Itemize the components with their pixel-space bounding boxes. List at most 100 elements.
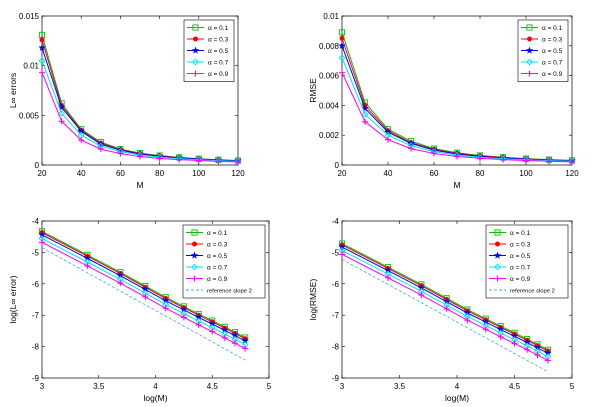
data-point	[97, 146, 104, 153]
data-point	[417, 283, 426, 292]
y-tick-label: 0.01	[323, 12, 339, 21]
y-tick-label: -7	[332, 311, 340, 320]
data-point	[215, 158, 222, 165]
data-point	[84, 262, 91, 269]
data-point	[408, 145, 414, 152]
legend-entry: α = 0.3	[187, 36, 229, 43]
y-tick-label: -8	[332, 343, 340, 352]
data-point	[338, 41, 346, 50]
data-point	[156, 155, 163, 162]
data-point	[38, 57, 46, 65]
legend-label: α = 0.3	[510, 241, 531, 248]
data-point	[195, 321, 202, 328]
legend-entry: α = 0.5	[187, 46, 229, 55]
y-tick-label: -4	[32, 217, 40, 226]
data-point	[338, 243, 346, 251]
y-axis-label: log(RMSE)	[308, 279, 318, 321]
data-point	[481, 318, 490, 326]
data-point	[339, 35, 345, 41]
y-tick-label: 0.004	[319, 101, 340, 110]
data-point	[39, 37, 45, 43]
plot-area-frame	[341, 15, 573, 166]
legend-marker	[493, 251, 502, 259]
legend-entry: reference slope 2	[186, 288, 252, 294]
legend-label: α = 0.5	[542, 48, 563, 55]
legend-label: α = 0.7	[207, 264, 228, 271]
y-tick-label: 0	[335, 161, 340, 170]
data-point	[117, 280, 124, 287]
x-axis-label: log(M)	[143, 393, 167, 403]
data-point	[339, 251, 345, 258]
chart-panel-1: 20 40 60 80 100 120 0 0.005 0.01 0.015 M L∞ errors α…	[8, 12, 245, 190]
legend-entry: α = 0.5	[521, 46, 563, 55]
data-point	[235, 158, 241, 165]
data-point	[58, 109, 66, 117]
data-point	[362, 118, 368, 125]
series-6	[41, 247, 246, 361]
y-tick-label: -7	[32, 311, 40, 320]
legend-marker	[193, 36, 199, 42]
data-point	[569, 158, 575, 165]
legend-label: α = 0.1	[207, 230, 228, 237]
data-point	[385, 274, 391, 281]
data-point	[137, 153, 143, 160]
data-point	[443, 305, 450, 312]
legend-label: α = 0.9	[510, 276, 531, 283]
data-point	[497, 333, 504, 340]
legend-marker	[191, 229, 198, 236]
x-tick-label: 4	[455, 382, 460, 391]
legend-label: α = 0.3	[208, 36, 229, 43]
legend-entry: α = 0.3	[186, 241, 228, 248]
y-tick-label: -5	[332, 248, 340, 257]
legend-marker	[191, 46, 200, 54]
data-point	[546, 158, 552, 165]
data-point	[39, 239, 45, 246]
legend-label: α = 0.7	[542, 59, 563, 66]
data-point	[544, 357, 551, 364]
data-point	[117, 150, 124, 157]
legend-marker	[494, 241, 500, 247]
x-tick-label: 20	[338, 169, 347, 178]
data-point	[338, 29, 346, 36]
data-point	[523, 338, 531, 346]
y-tick-label: 0.01	[23, 62, 39, 71]
series-5	[339, 69, 575, 165]
data-point	[221, 334, 228, 341]
x-tick-label: 4.5	[509, 382, 521, 391]
series-3	[338, 243, 552, 357]
legend-label: α = 0.5	[510, 253, 531, 260]
y-tick-label: -9	[32, 374, 40, 383]
series-3	[38, 230, 249, 345]
legend-entry: α = 0.1	[187, 24, 229, 32]
x-tick-label: 60	[116, 169, 125, 178]
data-point	[209, 328, 216, 335]
y-tick-label: 0.005	[19, 111, 40, 120]
data-point	[39, 69, 45, 76]
x-tick-label: 40	[384, 169, 393, 178]
y-tick-label: 0.002	[319, 131, 340, 140]
legend-label: reference slope 2	[510, 288, 555, 294]
legend-marker	[192, 58, 199, 66]
x-tick-label: 3.5	[394, 382, 406, 391]
legend-label: α = 0.7	[208, 59, 229, 66]
data-point	[482, 326, 489, 333]
data-point	[338, 54, 346, 62]
y-tick-label: 0.008	[319, 42, 340, 51]
y-tick-label: -6	[332, 280, 340, 289]
y-tick-label: -5	[32, 248, 40, 257]
legend-entry: α = 0.9	[489, 275, 531, 283]
x-tick-label: 3.5	[93, 382, 105, 391]
data-point	[431, 150, 437, 157]
x-tick-label: 100	[519, 169, 533, 178]
data-point	[180, 314, 187, 321]
x-tick-label: 5	[267, 382, 272, 391]
legend-label: α = 0.9	[207, 276, 228, 283]
data-point	[339, 69, 345, 76]
legend-entry: α = 0.9	[187, 70, 229, 78]
data-point	[385, 136, 391, 143]
legend-entry: α = 0.7	[489, 263, 531, 271]
data-point	[38, 43, 46, 52]
data-point	[463, 309, 472, 317]
legend: α = 0.1 α = 0.3 α = 0.5 α = 0.7 α = 0.9 refer…	[182, 224, 266, 299]
